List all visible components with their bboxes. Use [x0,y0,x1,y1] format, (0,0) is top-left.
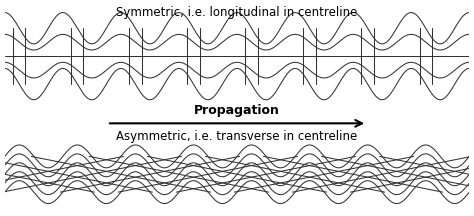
Text: Symmetric, i.e. longitudinal in centreline: Symmetric, i.e. longitudinal in centreli… [116,6,358,19]
Text: Asymmetric, i.e. transverse in centreline: Asymmetric, i.e. transverse in centrelin… [117,130,357,143]
Text: Propagation: Propagation [194,104,280,117]
